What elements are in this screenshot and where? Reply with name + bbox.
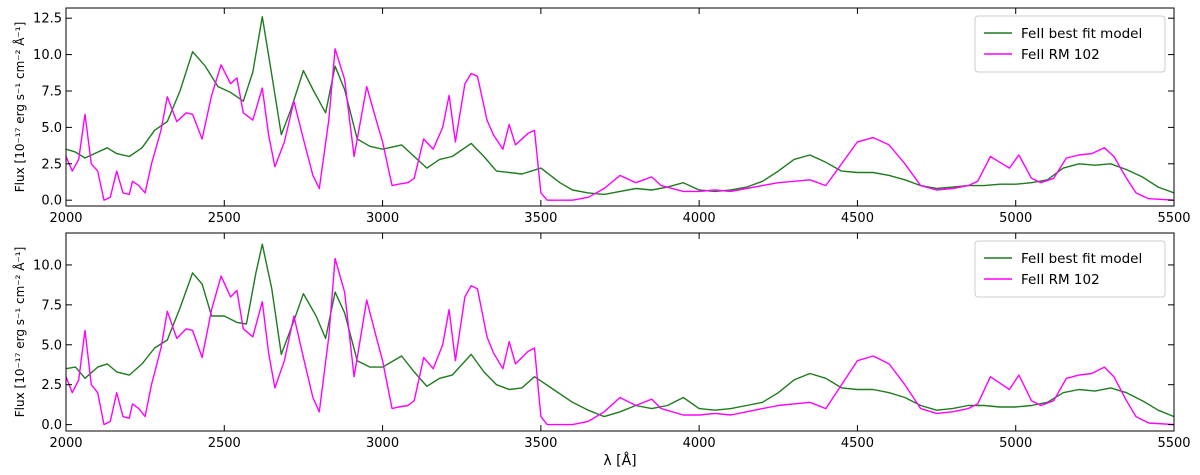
y-tick-label: 2.5 bbox=[41, 157, 62, 172]
x-tick-label: 2500 bbox=[208, 211, 241, 226]
legend: FeII best fit model FeII RM 102 bbox=[974, 240, 1166, 298]
x-tick-label: 5000 bbox=[999, 211, 1032, 226]
x-tick-label: 4500 bbox=[841, 436, 874, 451]
plot-frame bbox=[65, 7, 1175, 207]
y-tick-label: 0.0 bbox=[41, 194, 62, 209]
series-group bbox=[66, 16, 1174, 201]
x-tick-label: 4000 bbox=[683, 436, 716, 451]
plot-frame bbox=[65, 232, 1175, 432]
y-axis-label: Flux [10⁻¹⁷ erg s⁻¹ cm⁻² Å⁻¹] bbox=[12, 247, 27, 418]
legend-box bbox=[974, 240, 1166, 298]
y-tick-label: 7.5 bbox=[41, 84, 62, 99]
legend-box bbox=[974, 15, 1166, 73]
y-axis-label: Flux [10⁻¹⁷ erg s⁻¹ cm⁻² Å⁻¹] bbox=[12, 22, 27, 193]
y-tick-label: 7.5 bbox=[41, 298, 62, 313]
y-tick-label: 5.0 bbox=[41, 338, 62, 353]
x-tick-label: 4000 bbox=[683, 211, 716, 226]
series-group bbox=[66, 243, 1174, 426]
y-tick-label: 12.5 bbox=[33, 12, 62, 27]
legend-label: FeII best fit model bbox=[1021, 26, 1142, 42]
x-tick-label: 3500 bbox=[524, 211, 557, 226]
legend: FeII best fit model FeII RM 102 bbox=[974, 15, 1166, 73]
x-tick-label: 3000 bbox=[366, 436, 399, 451]
x-tick-label: 3000 bbox=[366, 211, 399, 226]
x-tick-label: 5000 bbox=[999, 436, 1032, 451]
y-tick-label: 0.0 bbox=[41, 418, 62, 433]
legend-label: FeII RM 102 bbox=[1021, 47, 1100, 63]
x-tick-label: 4500 bbox=[841, 211, 874, 226]
x-tick-label: 5500 bbox=[1157, 211, 1190, 226]
y-tick-label: 10.0 bbox=[33, 48, 62, 63]
series-line-rm102 bbox=[66, 48, 1174, 201]
x-tick-label: 2000 bbox=[49, 211, 82, 226]
x-tick-label: 5500 bbox=[1157, 436, 1190, 451]
chart-panel-1: 2000 2500 3000 3500 4000 4500 5000 5500 0.0 2.5 5.… bbox=[12, 7, 1191, 226]
x-tick-label: 2500 bbox=[208, 436, 241, 451]
y-tick-label: 5.0 bbox=[41, 121, 62, 136]
series-line-rm102 bbox=[66, 257, 1174, 426]
y-tick-label: 10.0 bbox=[33, 258, 62, 273]
x-tick-label: 2000 bbox=[49, 436, 82, 451]
legend-label: FeII RM 102 bbox=[1021, 272, 1100, 288]
legend-label: FeII best fit model bbox=[1021, 251, 1142, 267]
series-line-model bbox=[66, 243, 1174, 418]
x-tick-label: 3500 bbox=[524, 436, 557, 451]
x-axis-label: λ [Å] bbox=[603, 452, 636, 469]
y-tick-label: 2.5 bbox=[41, 378, 62, 393]
chart-panel-2: 2000 2500 3000 3500 4000 4500 5000 5500 0.0 2.5 5.… bbox=[12, 232, 1191, 469]
